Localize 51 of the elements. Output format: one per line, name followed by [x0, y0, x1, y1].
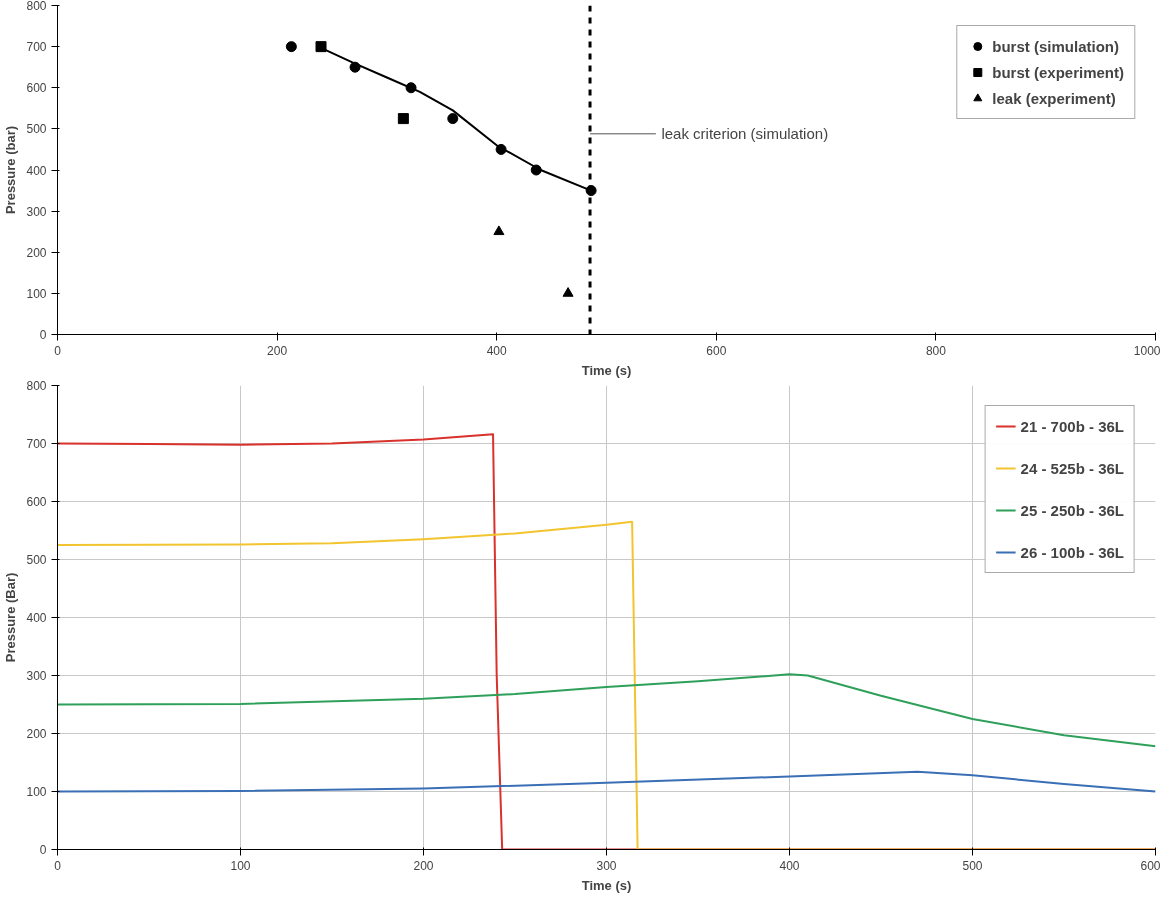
x-tick-label: 600 — [1140, 858, 1161, 873]
point — [397, 113, 409, 125]
point — [562, 287, 574, 297]
x-tick-label: 0 — [54, 343, 62, 358]
x-tick-label: 800 — [925, 343, 947, 358]
y-tick-label: 800 — [26, 379, 47, 393]
y-tick-label: 100 — [26, 785, 47, 799]
y-tick-label: 300 — [26, 204, 47, 219]
x-tick-label: 100 — [230, 858, 251, 873]
y-tick-label: 0 — [39, 328, 47, 342]
line-series — [57, 770, 1156, 793]
x-tick-label: 600 — [706, 343, 727, 358]
legend-label: burst (experiment) — [992, 63, 1124, 81]
x-tick-label: 200 — [267, 343, 288, 358]
point — [315, 41, 327, 53]
legend-label: burst (simulation) — [992, 37, 1119, 55]
x-axis-title: Time (s) — [581, 877, 632, 893]
legend-label: 24 - 525b - 36L — [1020, 459, 1124, 477]
y-tick-label: 300 — [26, 669, 47, 683]
y-tick-label: 200 — [26, 245, 47, 260]
x-tick-label: 200 — [413, 858, 434, 873]
y-tick-label: 500 — [26, 122, 47, 137]
y-axis-title: Pressure (bar) — [3, 125, 19, 215]
y-tick-label: 200 — [26, 727, 47, 741]
y-tick-label: 600 — [26, 495, 47, 509]
x-tick-label: 0 — [54, 858, 62, 873]
y-axis-title: Pressure (Bar) — [3, 572, 19, 663]
point — [285, 41, 297, 53]
point — [493, 225, 505, 236]
y-tick-label: 500 — [26, 553, 47, 567]
x-axis-title: Time (s) — [581, 362, 632, 378]
y-tick-label: 700 — [26, 437, 47, 451]
x-tick-label: 400 — [486, 343, 508, 358]
legend-label: 25 - 250b - 36L — [1020, 501, 1124, 519]
x-tick-label: 400 — [779, 858, 800, 873]
y-tick-label: 400 — [26, 611, 47, 625]
legend-label: leak (experiment) — [992, 89, 1116, 107]
legend-label: 21 - 700b - 36L — [1020, 417, 1124, 435]
x-tick-label: 300 — [596, 858, 617, 873]
y-tick-label: 600 — [26, 81, 47, 96]
y-tick-label: 700 — [26, 40, 47, 55]
ref-line-label: leak criterion (simulation) — [661, 125, 829, 143]
y-tick-label: 0 — [39, 843, 47, 857]
point — [447, 113, 459, 125]
y-tick-label: 400 — [26, 163, 47, 178]
y-tick-label: 800 — [26, 0, 47, 13]
y-tick-label: 100 — [26, 286, 47, 301]
x-tick-label: 500 — [962, 858, 983, 873]
x-tick-label: 1000 — [1133, 343, 1161, 358]
line-series — [57, 673, 1156, 748]
legend-label: 26 - 100b - 36L — [1020, 543, 1124, 561]
